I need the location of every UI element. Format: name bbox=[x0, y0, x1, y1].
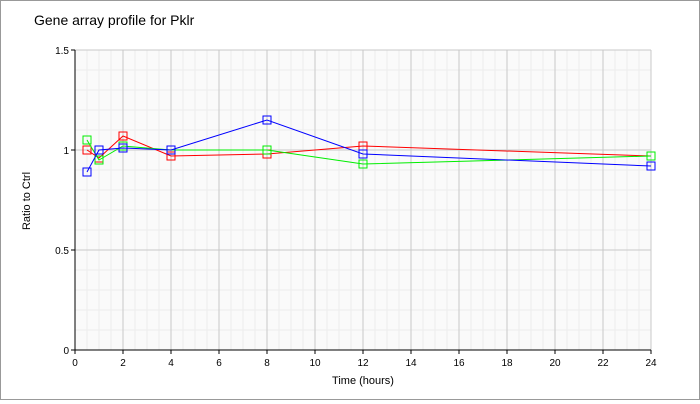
data-point-marker bbox=[94, 145, 104, 155]
data-point-marker bbox=[82, 135, 92, 145]
x-tick-label: 16 bbox=[453, 358, 465, 369]
series-line-2 bbox=[86, 119, 652, 173]
data-point-marker bbox=[166, 151, 176, 161]
x-tick-label: 6 bbox=[216, 358, 222, 369]
series-group bbox=[82, 115, 656, 177]
grid bbox=[74, 49, 652, 351]
data-point-marker bbox=[82, 167, 92, 177]
x-tick-label: 14 bbox=[405, 358, 417, 369]
data-point-marker bbox=[94, 155, 104, 165]
data-point-marker bbox=[358, 149, 368, 159]
x-tick-label: 24 bbox=[645, 358, 657, 369]
x-tick-label: 2 bbox=[120, 358, 126, 369]
chart-title: Gene array profile for Pklr bbox=[34, 12, 195, 28]
x-tick-label: 0 bbox=[72, 358, 78, 369]
data-point-marker bbox=[358, 159, 368, 169]
x-tick-label: 18 bbox=[501, 358, 513, 369]
y-tick-label: 1.5 bbox=[55, 46, 69, 57]
y-tick-label: 0.5 bbox=[55, 246, 69, 257]
y-axis-label: Ratio to Ctrl bbox=[21, 172, 33, 230]
x-tick-label: 20 bbox=[549, 358, 561, 369]
data-point-marker bbox=[262, 145, 272, 155]
data-point-marker bbox=[262, 115, 272, 125]
data-point-marker bbox=[118, 143, 128, 153]
data-point-marker bbox=[82, 145, 92, 155]
x-tick-label: 8 bbox=[264, 358, 270, 369]
data-point-marker bbox=[118, 131, 128, 141]
x-tick-label: 4 bbox=[168, 358, 174, 369]
data-point-marker bbox=[166, 145, 176, 155]
y-tick-label: 0 bbox=[63, 346, 69, 357]
x-tick-label: 22 bbox=[597, 358, 609, 369]
series-line-0 bbox=[86, 135, 652, 159]
x-tick-label: 12 bbox=[357, 358, 369, 369]
x-tick-label: 10 bbox=[309, 358, 321, 369]
data-point-marker bbox=[646, 161, 656, 171]
x-axis-label: Time (hours) bbox=[332, 375, 394, 387]
y-tick-label: 1 bbox=[63, 146, 69, 157]
data-point-marker bbox=[646, 151, 656, 161]
